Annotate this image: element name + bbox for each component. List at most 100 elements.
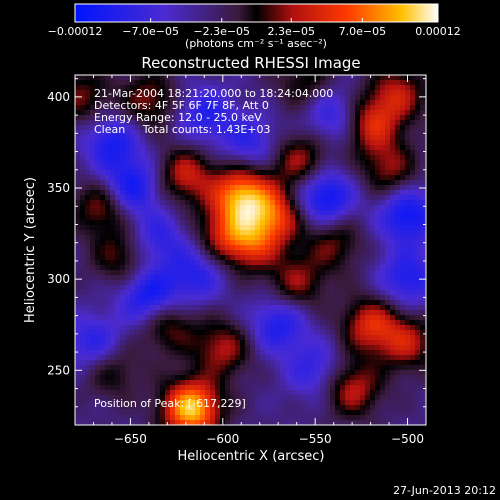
heatmap-cell [200, 125, 205, 130]
heatmap-cell [330, 340, 335, 345]
heatmap-cell [170, 145, 175, 150]
heatmap-cell [345, 135, 350, 140]
heatmap-cell [240, 150, 245, 155]
heatmap-cell [110, 165, 115, 170]
heatmap-cell [230, 385, 235, 390]
heatmap-cell [100, 285, 105, 290]
heatmap-cell [210, 290, 215, 295]
heatmap-cell [325, 220, 330, 225]
heatmap-cell [230, 90, 235, 95]
heatmap-cell [355, 110, 360, 115]
heatmap-cell [100, 200, 105, 205]
heatmap-cell [190, 395, 195, 400]
heatmap-cell [275, 420, 280, 425]
heatmap-cell [260, 395, 265, 400]
heatmap-cell [110, 95, 115, 100]
heatmap-cell [255, 125, 260, 130]
heatmap-cell [145, 410, 150, 415]
chart-title: Reconstructed RHESSI Image [141, 54, 360, 72]
heatmap-cell [280, 80, 285, 85]
heatmap-cell [170, 355, 175, 360]
heatmap-cell [245, 215, 250, 220]
heatmap-cell [175, 260, 180, 265]
heatmap-cell [180, 290, 185, 295]
heatmap-cell [255, 95, 260, 100]
heatmap-cell [400, 195, 405, 200]
heatmap-cell [360, 150, 365, 155]
heatmap-cell [135, 285, 140, 290]
heatmap-cell [190, 180, 195, 185]
heatmap-cell [175, 90, 180, 95]
heatmap-cell [380, 295, 385, 300]
heatmap-cell [410, 420, 415, 425]
heatmap-cell [200, 350, 205, 355]
heatmap-cell [235, 335, 240, 340]
heatmap-cell [125, 355, 130, 360]
heatmap-cell [410, 375, 415, 380]
heatmap-cell [175, 350, 180, 355]
heatmap-cell [160, 235, 165, 240]
heatmap-cell [410, 340, 415, 345]
heatmap-cell [95, 390, 100, 395]
heatmap-cell [200, 275, 205, 280]
heatmap-cell [130, 160, 135, 165]
heatmap-cell [160, 405, 165, 410]
heatmap-cell [405, 90, 410, 95]
heatmap-cell [390, 160, 395, 165]
heatmap-cell [95, 240, 100, 245]
heatmap-cell [145, 420, 150, 425]
heatmap-cell [210, 225, 215, 230]
heatmap-cell [315, 75, 320, 80]
heatmap-cell [355, 330, 360, 335]
heatmap-cell [200, 160, 205, 165]
heatmap-cell [120, 75, 125, 80]
heatmap-cell [300, 240, 305, 245]
heatmap-cell [85, 350, 90, 355]
heatmap-cell [385, 230, 390, 235]
heatmap-cell [415, 135, 420, 140]
heatmap-cell [355, 335, 360, 340]
heatmap-cell [90, 150, 95, 155]
heatmap-cell [290, 165, 295, 170]
heatmap-cell [275, 110, 280, 115]
heatmap-cell [165, 150, 170, 155]
heatmap-cell [245, 410, 250, 415]
heatmap-cell [140, 370, 145, 375]
heatmap-cell [125, 210, 130, 215]
heatmap-cell [420, 375, 425, 380]
heatmap-cell [100, 295, 105, 300]
heatmap-cell [185, 150, 190, 155]
heatmap-cell [385, 390, 390, 395]
heatmap-cell [110, 215, 115, 220]
heatmap-cell [115, 75, 120, 80]
heatmap-cell [420, 265, 425, 270]
heatmap-cell [165, 365, 170, 370]
heatmap-cell [140, 265, 145, 270]
heatmap-cell [310, 110, 315, 115]
heatmap-cell [375, 155, 380, 160]
heatmap-cell [205, 355, 210, 360]
heatmap-cell [165, 375, 170, 380]
heatmap-cell [245, 420, 250, 425]
heatmap-cell [125, 155, 130, 160]
heatmap-cell [165, 240, 170, 245]
heatmap-cell [120, 275, 125, 280]
heatmap-cell [250, 175, 255, 180]
heatmap-cell [305, 180, 310, 185]
heatmap-cell [190, 85, 195, 90]
heatmap-cell [320, 375, 325, 380]
heatmap-cell [230, 305, 235, 310]
heatmap-cell [105, 365, 110, 370]
heatmap-cell [115, 410, 120, 415]
heatmap-cell [255, 200, 260, 205]
heatmap-cell [250, 90, 255, 95]
heatmap-cell [405, 365, 410, 370]
heatmap-cell [130, 100, 135, 105]
heatmap-cell [265, 125, 270, 130]
heatmap-cell [230, 365, 235, 370]
heatmap-cell [205, 140, 210, 145]
heatmap-cell [335, 270, 340, 275]
heatmap-cell [240, 85, 245, 90]
heatmap-cell [400, 210, 405, 215]
heatmap-cell [275, 115, 280, 120]
